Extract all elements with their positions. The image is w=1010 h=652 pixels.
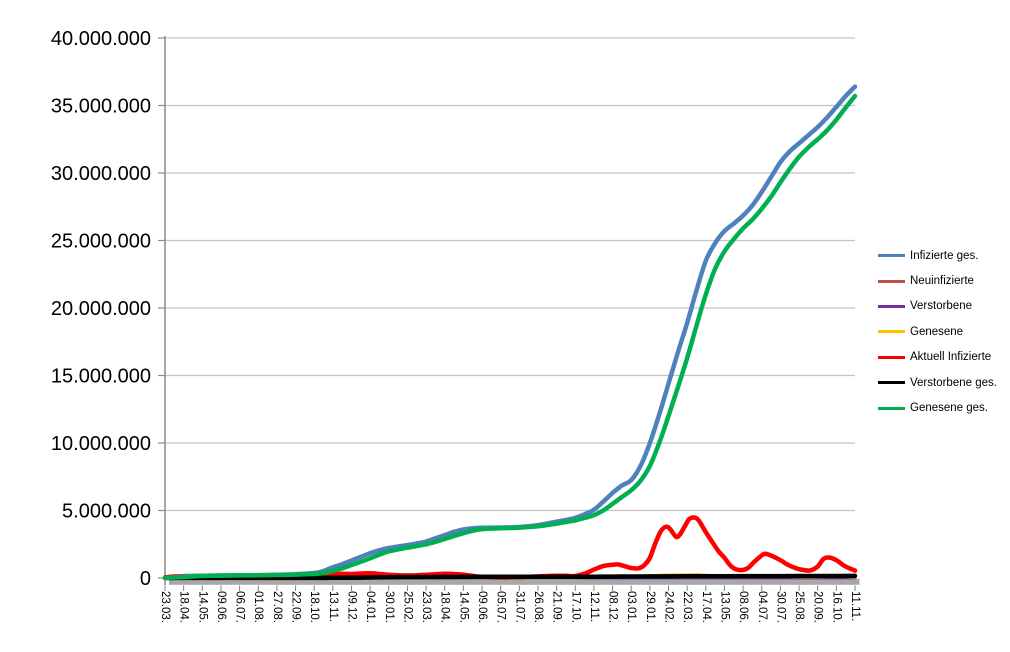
legend-label-aktuell-infizierte: Aktuell Infizierte [910,351,992,364]
legend-label-verstorbene: Verstorbene [910,300,973,313]
x-axis-label: 31.07. [513,591,525,623]
legend-item-infizierte-ges: Infizierte ges. [878,243,997,268]
x-axis-label: 18.10. [308,591,320,623]
x-axis-label: 29.01. [644,591,656,623]
y-axis-label: 30.000.000 [51,163,151,185]
x-axis-label: 30.01. [383,591,395,623]
x-axis-label: 06.07. [234,591,246,623]
legend-item-neuinfizierte: Neuinfizierte [878,268,997,293]
x-axis-label: 23.03. [159,591,171,623]
legend-item-genesene: Genesene [878,319,997,344]
x-axis-label: 18.04. [178,591,190,623]
x-axis-label: 01.08. [252,591,264,623]
x-axis-label: 09.06. [215,591,227,623]
legend-swatch-genesene-ges [878,406,905,410]
legend-item-genesene-ges: Genesene ges. [878,395,997,420]
x-axis-label: 13.05. [718,591,730,623]
x-axis-label: 13.11. [327,591,339,622]
series-line-genesene-ges [162,93,858,581]
x-axis-label: 27.08. [271,591,283,623]
series-line-verstorbene-ges [162,573,858,581]
series-lines [162,84,858,581]
legend-swatch-aktuell-infizierte [878,355,905,359]
x-axis-label: 21.09. [551,591,563,623]
x-axis-label: 22.09. [290,591,302,623]
axis-labels: 0 5.000.000 10.000.000 15.000.000 20.000.000… [51,28,861,623]
legend-item-aktuell-infizierte: Aktuell Infizierte [878,345,997,370]
x-axis-label: 14.05. [457,591,469,623]
x-axis-label: 05.07. [495,591,507,623]
y-axis-label: 5.000.000 [62,501,151,523]
x-axis-label: 11.11. [849,591,861,621]
legend-swatch-verstorbene [878,304,905,308]
x-axis-label: 16.10. [830,591,842,623]
x-axis-label: 22.03. [681,591,693,623]
x-axis-label: 03.01. [625,591,637,623]
x-axis-shadow [169,578,860,585]
x-axis-label: 14.05. [196,591,208,623]
x-axis-label: 08.12. [607,591,619,623]
x-axis-label: 24.02. [663,591,675,623]
series-line-aktuell-infizierte [162,515,858,581]
y-axis-label: 25.000.000 [51,231,151,253]
legend-item-verstorbene-ges: Verstorbene ges. [878,370,997,395]
legend-swatch-genesene [878,330,905,334]
x-axis-label: 20.09. [812,591,824,623]
y-axis-label: 15.000.000 [51,366,151,388]
x-axis-label: 25.08. [793,591,805,623]
y-axis-label: 40.000.000 [51,28,151,50]
x-axis-label: 08.06. [737,591,749,623]
y-axis-label: 35.000.000 [51,96,151,118]
legend-swatch-infizierte-ges [878,254,905,258]
series-line-infizierte-ges [162,84,858,580]
legend-swatch-neuinfizierte [878,279,905,283]
legend-item-verstorbene: Verstorbene [878,294,997,319]
x-axis-label: 23.03. [420,591,432,623]
x-axis-label: 17.10. [569,591,581,623]
legend-label-genesene-ges: Genesene ges. [910,402,989,415]
x-axis-label: 26.08. [532,591,544,623]
x-axis-label: 09.12. [345,591,357,623]
x-axis-label: 17.04. [700,591,712,623]
x-axis-label: 04.07. [756,591,768,623]
x-axis-label: 12.11. [588,591,600,622]
x-axis-label: 09.06. [476,591,488,623]
x-axis-label: 25.02. [401,591,413,623]
legend-label-infizierte-ges: Infizierte ges. [910,249,979,262]
y-axis-label: 0 [140,568,151,590]
chart-legend: Infizierte ges. Neuinfizierte Verstorbene G… [878,243,997,421]
legend-label-neuinfizierte: Neuinfizierte [910,275,974,288]
x-axis-label: 04.01. [364,591,376,623]
legend-label-genesene: Genesene [910,325,964,338]
x-axis-label: 18.04. [439,591,451,623]
legend-swatch-verstorbene-ges [878,381,905,385]
x-axis-label: 30.07. [774,591,786,623]
gridlines [165,37,855,512]
legend-label-verstorbene-ges: Verstorbene ges. [910,376,997,389]
y-axis-label: 10.000.000 [51,433,151,455]
axes [158,36,860,591]
y-axis-label: 20.000.000 [51,298,151,320]
